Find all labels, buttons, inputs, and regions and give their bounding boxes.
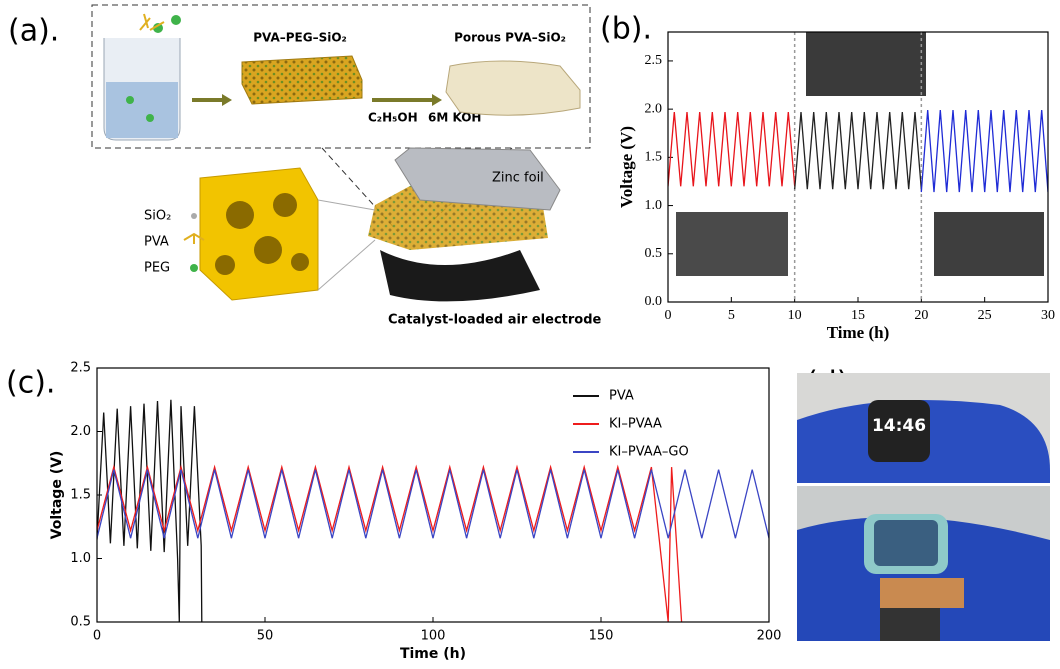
panel-label: (c). [6,366,55,401]
label: Catalyst-loaded air electrode [388,313,602,328]
y-tick-label: 2.5 [645,53,663,68]
y-tick-label: 1.5 [70,488,91,503]
legend-label: KI–PVAA–GO [609,445,689,460]
series-line [97,400,202,622]
plot-area [668,110,1048,192]
chart: 0 50 100 150 200 0.5 1.0 1.5 2.0 2.5 Time (h) Volta… [49,361,781,663]
panel-label: (a). [8,14,59,49]
legend-label: KI–PVAA [609,417,662,432]
legend-label: PVA [144,235,169,250]
porous-structure [200,168,318,300]
schematic: PVA–PEG–SiO₂ C₂H₅OH 6M KOH Porous PVA–Si… [92,5,602,328]
x-tick-label: 0 [93,629,101,644]
y-tick-label: 2.0 [70,424,91,439]
porous-film [446,61,580,115]
label: C₂H₅OH [368,111,418,125]
x-axis-label: Time (h) [827,323,890,342]
label: PVA–PEG–SiO₂ [253,31,347,45]
plot-area [97,400,769,622]
photo-inset [806,32,926,96]
y-tick-label: 1.0 [645,198,663,213]
series-line [668,112,795,186]
x-tick-label: 50 [257,629,274,644]
label: Zinc foil [492,171,544,186]
series-line [795,112,922,189]
y-tick-label: 0.5 [645,246,663,261]
photo-inset [676,212,788,276]
x-tick-label: 0 [665,308,672,323]
y-tick-label: 2.5 [70,361,91,376]
y-axis-label: Voltage (V) [49,451,65,540]
figure: (a). (b). (c). (d). PVA–PEG–SiO₂ C₂H₅OH … [0,0,1060,669]
x-tick-label: 15 [851,308,865,323]
panel-label: (b). [600,12,652,47]
photo: 14:46 [797,373,1050,641]
y-tick-label: 1.0 [70,551,91,566]
y-tick-label: 0.0 [645,294,663,309]
y-tick-label: 0.5 [70,615,91,630]
watch-time: 14:46 [872,416,926,436]
legend-label: SiO₂ [144,209,171,224]
x-tick-label: 20 [914,308,928,323]
y-axis-label: Voltage (V) [617,126,636,208]
legend-label: PEG [144,261,170,276]
series-line [921,110,1048,192]
x-tick-label: 200 [757,629,782,644]
x-tick-label: 5 [728,308,735,323]
label: Porous PVA–SiO₂ [454,31,566,45]
legend-label: PVA [609,389,634,404]
x-tick-label: 100 [421,629,446,644]
solution [106,82,178,138]
x-tick-label: 25 [978,308,992,323]
y-tick-label: 1.5 [645,150,663,165]
plot-frame [97,368,769,622]
x-tick-label: 150 [589,629,614,644]
x-tick-label: 10 [788,308,802,323]
y-tick-label: 2.0 [645,101,663,116]
air-electrode [380,250,540,301]
x-axis-label: Time (h) [400,646,466,662]
x-tick-label: 30 [1041,308,1055,323]
photo-inset [934,212,1044,276]
foam [242,56,362,104]
